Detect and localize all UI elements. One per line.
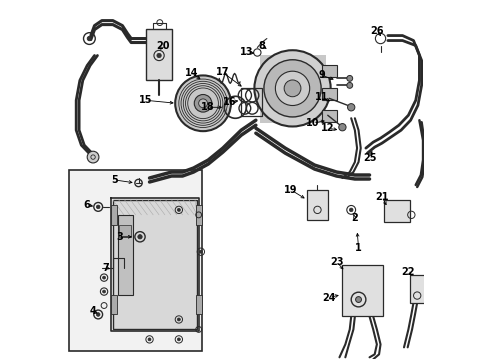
Bar — [110, 205, 116, 225]
Bar — [113, 200, 197, 329]
Bar — [145, 28, 171, 80]
Circle shape — [157, 53, 161, 58]
Text: 16: 16 — [222, 97, 236, 107]
Text: 22: 22 — [400, 267, 413, 276]
Text: 1: 1 — [354, 243, 361, 253]
Text: 17: 17 — [216, 67, 229, 77]
Bar — [384, 200, 409, 222]
Circle shape — [175, 76, 230, 131]
Bar — [409, 275, 431, 302]
Bar — [69, 170, 202, 351]
Text: 18: 18 — [201, 102, 215, 112]
Bar — [321, 88, 336, 100]
Text: 23: 23 — [329, 257, 343, 267]
Circle shape — [194, 94, 211, 112]
Circle shape — [102, 276, 105, 279]
Circle shape — [355, 297, 361, 302]
Bar — [321, 110, 336, 122]
Text: 11: 11 — [314, 92, 328, 102]
Text: 8: 8 — [258, 41, 264, 50]
Text: 2: 2 — [351, 213, 358, 223]
Text: 3: 3 — [117, 232, 123, 242]
Text: 4: 4 — [89, 306, 96, 316]
Text: 9: 9 — [318, 71, 325, 80]
Circle shape — [254, 50, 330, 126]
Text: 13: 13 — [240, 48, 253, 58]
Text: 14: 14 — [184, 68, 198, 78]
Text: 20: 20 — [156, 41, 169, 50]
Bar — [306, 190, 327, 220]
Circle shape — [177, 208, 180, 211]
Text: 15: 15 — [139, 95, 152, 105]
Bar — [195, 294, 201, 315]
Bar — [342, 265, 382, 316]
Circle shape — [87, 36, 91, 41]
Circle shape — [102, 290, 105, 293]
Circle shape — [348, 208, 352, 212]
Bar — [195, 205, 201, 225]
Circle shape — [275, 71, 309, 105]
Text: 10: 10 — [305, 118, 319, 128]
Bar — [259, 55, 325, 123]
Text: 25: 25 — [362, 153, 376, 163]
Text: 21: 21 — [374, 192, 388, 202]
Circle shape — [198, 99, 207, 108]
Text: 6: 6 — [83, 200, 90, 210]
Circle shape — [177, 318, 180, 321]
Bar — [118, 215, 132, 294]
Text: 5: 5 — [111, 175, 118, 185]
Circle shape — [148, 338, 151, 341]
Bar — [321, 66, 336, 77]
Circle shape — [177, 338, 180, 341]
Bar — [110, 294, 116, 315]
Circle shape — [346, 76, 352, 81]
Circle shape — [347, 104, 354, 111]
Circle shape — [96, 205, 100, 209]
Circle shape — [346, 82, 352, 88]
Circle shape — [138, 235, 142, 239]
Circle shape — [264, 60, 321, 117]
Text: 19: 19 — [284, 185, 297, 195]
Circle shape — [338, 123, 346, 131]
Text: 12: 12 — [320, 123, 334, 133]
Text: 24: 24 — [322, 293, 335, 302]
Text: 7: 7 — [102, 263, 109, 273]
Bar — [119, 225, 131, 237]
Text: 26: 26 — [369, 26, 383, 36]
Circle shape — [284, 80, 300, 97]
Circle shape — [199, 250, 202, 253]
Circle shape — [96, 312, 100, 316]
Circle shape — [87, 151, 99, 163]
Bar — [241, 88, 261, 116]
